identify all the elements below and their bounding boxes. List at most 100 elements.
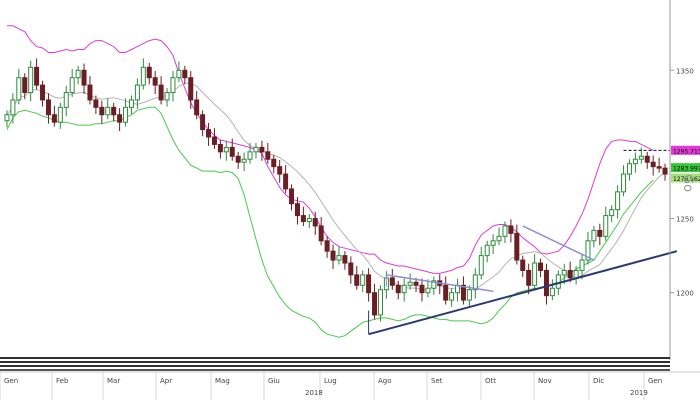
candle-body: [93, 99, 99, 108]
candle-body: [111, 106, 117, 116]
candle-body: [543, 269, 549, 297]
month-label: Mag: [215, 377, 230, 385]
candle-body: [389, 277, 395, 286]
candle-body: [40, 84, 46, 101]
candle-body: [312, 218, 318, 227]
candle-body: [621, 173, 627, 193]
candle-body: [662, 167, 668, 175]
candle-body: [372, 292, 378, 316]
candle-body: [188, 77, 194, 101]
month-label: Ago: [378, 377, 392, 385]
candle-body: [466, 289, 472, 301]
candle-body: [413, 281, 419, 286]
candle-body: [472, 274, 478, 291]
candle-body: [152, 77, 158, 86]
candle-body: [644, 155, 650, 163]
candle-body: [45, 99, 51, 116]
y-tick-label: 1200: [676, 290, 694, 298]
month-label: Gen: [4, 377, 18, 385]
candle-body: [217, 143, 223, 153]
candle-body: [591, 229, 597, 242]
candle-body: [140, 66, 146, 86]
candle-body: [508, 225, 514, 234]
candle-body: [555, 274, 561, 289]
candle-body: [99, 106, 105, 116]
candle-body: [532, 262, 538, 286]
month-label: Mar: [107, 377, 120, 385]
candle-body: [425, 287, 431, 294]
candle-body: [241, 158, 247, 163]
candle-body: [22, 77, 28, 94]
candle-body: [561, 269, 567, 276]
bottom-panel-stripe: [0, 361, 670, 363]
candle-body: [449, 292, 455, 301]
candle-body: [567, 269, 573, 279]
candle-body: [4, 114, 10, 122]
candle-body: [283, 173, 289, 190]
candle-body: [306, 218, 312, 223]
candle-body: [419, 284, 425, 294]
candle-body: [277, 166, 283, 175]
candle-body: [265, 151, 271, 160]
candle-body: [585, 240, 591, 261]
month-label: Giu: [268, 377, 280, 385]
candle-body: [51, 114, 57, 123]
candle-body: [443, 284, 449, 301]
candle-body: [69, 77, 75, 94]
candle-body: [247, 151, 253, 160]
month-label: Feb: [56, 377, 69, 385]
candle-body: [34, 66, 40, 86]
candle-body: [478, 255, 484, 276]
candle-body: [597, 229, 603, 237]
candle-body: [324, 240, 330, 252]
candle-body: [573, 269, 579, 279]
side-watermark-label: Go: [680, 174, 695, 192]
candle-body: [211, 136, 217, 145]
month-label: Nov: [538, 377, 552, 385]
candle-body: [117, 114, 123, 123]
candle-body: [271, 158, 277, 168]
candle-body: [336, 255, 342, 261]
candle-body: [342, 255, 348, 264]
bottom-panel-stripe: [0, 365, 670, 367]
price-tag-label: 1295.7135: [673, 148, 700, 155]
candle-body: [182, 69, 188, 79]
candle-body: [75, 69, 81, 79]
year-label: 2018: [305, 389, 323, 397]
candle-body: [395, 284, 401, 294]
candle-body: [401, 284, 407, 294]
second-resistance-line: [522, 225, 595, 261]
candle-body: [300, 215, 306, 223]
price-tag-bg: [671, 163, 700, 173]
candle-body: [164, 92, 170, 101]
candle-body: [28, 66, 34, 94]
bottom-panel-stripe: [0, 369, 670, 371]
candle-body: [354, 274, 360, 286]
candle-body: [223, 146, 229, 153]
bollinger-lower-line: [6, 106, 654, 338]
bottom-panel-stripe: [0, 357, 670, 359]
candle-body: [105, 106, 111, 116]
candle-body: [366, 274, 372, 294]
candle-body: [496, 235, 502, 242]
candle-body: [253, 146, 259, 153]
candle-body: [638, 155, 644, 160]
candle-body: [460, 284, 466, 301]
candle-body: [123, 106, 129, 123]
candle-body: [134, 84, 140, 101]
candle-body: [348, 262, 354, 276]
candle-body: [549, 287, 555, 297]
price-tag-bg: [671, 145, 700, 155]
descending-resistance-line: [386, 274, 494, 292]
bollinger-upper-line: [7, 25, 654, 274]
moving-average-line: [6, 82, 666, 291]
candle-body: [235, 155, 241, 163]
month-label: Dic: [593, 377, 604, 385]
candle-body: [632, 158, 638, 165]
month-label: Gen: [648, 377, 662, 385]
candle-body: [318, 225, 324, 242]
candle-body: [656, 166, 662, 169]
candle-body: [431, 280, 437, 289]
